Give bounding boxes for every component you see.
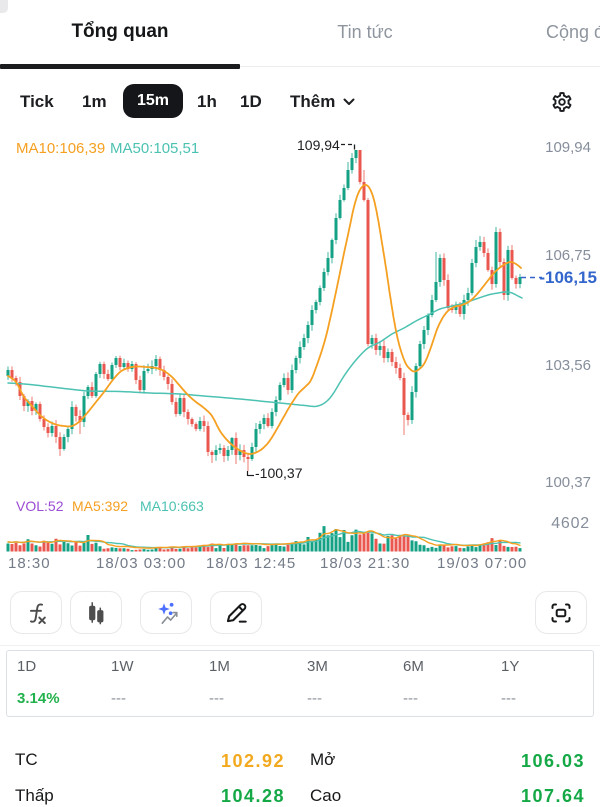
svg-text:19/03 07:00: 19/03 07:00 xyxy=(437,555,527,572)
svg-text:106,75: 106,75 xyxy=(545,247,591,264)
svg-text:100,37: 100,37 xyxy=(545,474,591,491)
svg-text:109,94: 109,94 xyxy=(297,137,340,153)
svg-text:4602: 4602 xyxy=(551,515,590,532)
svg-text:MA10:106,39: MA10:106,39 xyxy=(16,140,105,157)
svg-text:VOL:52: VOL:52 xyxy=(16,498,64,514)
svg-text:-100,37: -100,37 xyxy=(255,465,303,481)
svg-text:103,56: 103,56 xyxy=(545,357,591,374)
svg-text:18/03 12:45: 18/03 12:45 xyxy=(206,555,296,572)
svg-text:109,94: 109,94 xyxy=(545,139,591,156)
svg-text:-106,15: -106,15 xyxy=(539,268,597,287)
svg-text:18/03 21:30: 18/03 21:30 xyxy=(320,555,410,572)
svg-text:18/03 03:00: 18/03 03:00 xyxy=(96,555,186,572)
svg-text:18:30: 18:30 xyxy=(8,555,51,572)
svg-text:MA50:105,51: MA50:105,51 xyxy=(110,140,199,157)
svg-text:MA5:392: MA5:392 xyxy=(72,498,128,514)
svg-text:MA10:663: MA10:663 xyxy=(140,498,204,514)
